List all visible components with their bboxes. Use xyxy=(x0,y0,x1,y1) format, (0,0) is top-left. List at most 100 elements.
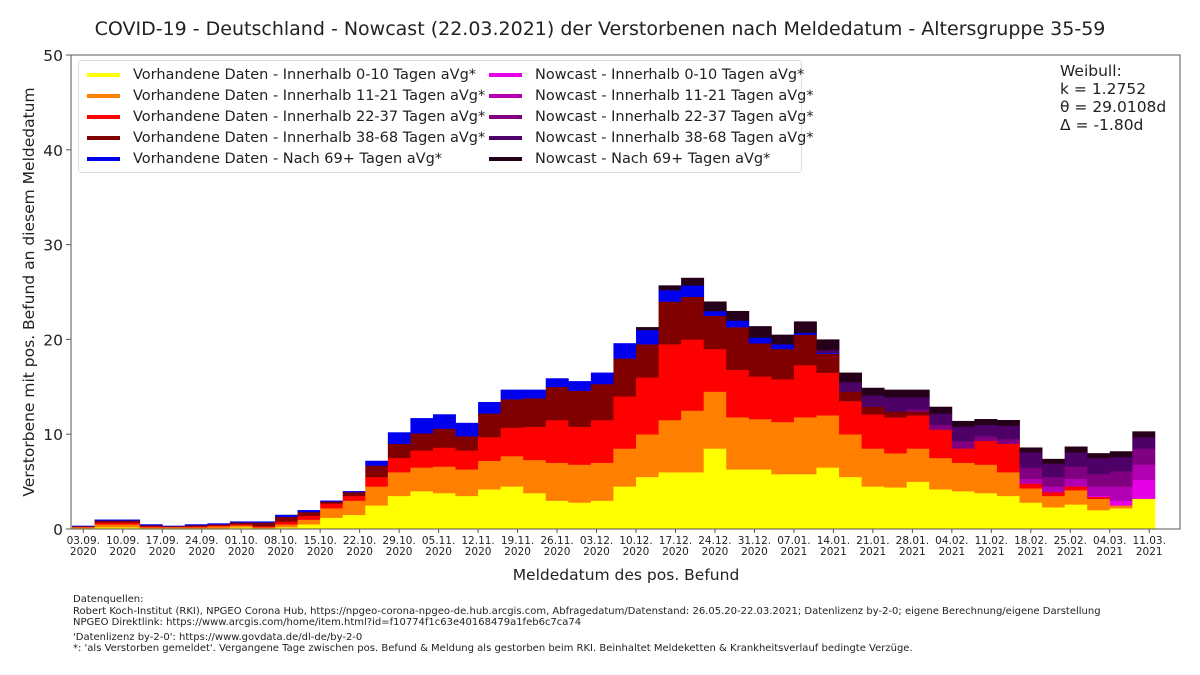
bar-segment xyxy=(139,526,163,528)
bar-segment xyxy=(1019,478,1043,484)
x-tick-label: 11.03. xyxy=(1133,535,1166,547)
bar-segment xyxy=(726,369,750,418)
x-tick-label: 2020 xyxy=(109,546,136,558)
bar-segment xyxy=(1087,457,1111,475)
bar-segment xyxy=(275,524,298,528)
x-tick-label: 17.12. xyxy=(659,535,692,547)
bar-segment xyxy=(117,522,141,525)
bar-segment xyxy=(545,419,569,463)
bar-segment xyxy=(275,521,298,525)
footnote-sources-heading: Datenquellen: xyxy=(73,594,144,605)
bar-segment xyxy=(636,476,659,530)
legend-label: Vorhandene Daten - Innerhalb 38-68 Tagen… xyxy=(133,129,486,146)
bar-segment xyxy=(681,296,705,340)
x-tick-label: 31.12. xyxy=(738,535,771,547)
footnote-direct-link: NPGEO Direktlink: https://www.arcgis.com… xyxy=(73,617,582,628)
bar-segment xyxy=(636,434,659,478)
bar-segment xyxy=(500,456,524,487)
bar-segment xyxy=(681,410,705,473)
bar-segment xyxy=(139,527,163,529)
bar-segment xyxy=(184,525,208,527)
bar-segment xyxy=(703,310,727,316)
bar-segment xyxy=(996,472,1020,497)
bar-segment xyxy=(297,515,321,520)
bar-segment xyxy=(297,519,321,525)
x-tick-label: 2020 xyxy=(702,546,729,558)
x-tick-label: 2020 xyxy=(544,546,571,558)
y-tick-label: 30 xyxy=(43,237,63,255)
bar-segment xyxy=(432,492,456,530)
bar-segment xyxy=(816,349,840,353)
bar-segment xyxy=(320,508,344,518)
legend-label: Nowcast - Innerhalb 0-10 Tagen aVg* xyxy=(535,66,805,83)
bar-segment xyxy=(320,500,344,502)
bar-segment xyxy=(681,277,705,286)
bar-segment xyxy=(1019,502,1043,530)
legend-item: Vorhandene Daten - Innerhalb 0-10 Tagen … xyxy=(87,64,476,85)
bar-segment xyxy=(229,522,253,525)
bar-segment xyxy=(478,401,502,414)
bar-segment xyxy=(94,527,118,530)
bar-segment xyxy=(658,472,682,530)
x-tick-label: 2020 xyxy=(662,546,689,558)
bar-segment xyxy=(1109,505,1133,509)
bar-segment xyxy=(72,527,95,529)
bar-segment xyxy=(410,491,434,530)
x-tick-label: 2020 xyxy=(465,546,492,558)
legend-item: Vorhandene Daten - Innerhalb 22-37 Tagen… xyxy=(87,106,485,127)
bar-segment xyxy=(1109,486,1133,501)
x-tick-label: 24.09. xyxy=(185,535,218,547)
bar-segment xyxy=(726,417,750,470)
bar-segment xyxy=(974,424,998,437)
bar-segment xyxy=(184,526,208,528)
bar-segment xyxy=(500,486,524,530)
bar-segment xyxy=(275,516,298,522)
legend-label: Vorhandene Daten - Innerhalb 11-21 Tagen… xyxy=(133,87,486,104)
bar-segment xyxy=(1042,495,1066,508)
legend-label: Vorhandene Daten - Nach 69+ Tagen aVg* xyxy=(133,150,443,167)
bar-segment xyxy=(523,459,547,494)
x-tick-label: 2021 xyxy=(938,546,965,558)
bar-segment xyxy=(1109,456,1133,472)
x-tick-label: 05.11. xyxy=(422,535,455,547)
bar-segment xyxy=(410,418,434,434)
bar-segment xyxy=(884,487,908,530)
bar-segment xyxy=(297,524,321,530)
bar-segment xyxy=(658,344,682,421)
bar-segment xyxy=(162,526,186,527)
bar-segment xyxy=(500,389,524,400)
bar-segment xyxy=(726,469,750,530)
bar-segment xyxy=(275,527,298,530)
bar-segment xyxy=(1087,486,1111,497)
bar-segment xyxy=(207,523,231,525)
legend-swatch xyxy=(489,93,522,98)
x-tick-label: 2020 xyxy=(267,546,294,558)
bar-segment xyxy=(793,321,817,334)
bar-segment xyxy=(1087,498,1111,511)
bar-segment xyxy=(929,413,953,426)
bar-segment xyxy=(793,417,817,475)
bar-segment xyxy=(748,469,772,530)
bar-segment xyxy=(613,448,637,487)
bar-segment xyxy=(342,492,366,497)
bar-segment xyxy=(974,440,998,465)
bar-segment xyxy=(703,315,727,350)
bar-segment xyxy=(681,285,705,298)
x-tick-label: 2020 xyxy=(70,546,97,558)
bar-segment xyxy=(996,425,1020,440)
bar-segment xyxy=(410,467,434,492)
bar-segment xyxy=(545,386,569,421)
bar-segment xyxy=(996,443,1020,473)
bar-segment xyxy=(771,334,795,345)
bar-segment xyxy=(974,436,998,442)
legend-item: Nowcast - Innerhalb 38-68 Tagen aVg* xyxy=(489,127,814,148)
bar-segment xyxy=(996,495,1020,530)
x-tick-label: 15.10. xyxy=(303,535,336,547)
bar-segment xyxy=(636,377,659,435)
bar-segment xyxy=(387,457,411,473)
bar-segment xyxy=(568,390,592,427)
bar-segment xyxy=(1064,446,1088,453)
x-tick-label: 2020 xyxy=(425,546,452,558)
bar-segment xyxy=(387,472,411,497)
legend-swatch xyxy=(87,93,120,98)
